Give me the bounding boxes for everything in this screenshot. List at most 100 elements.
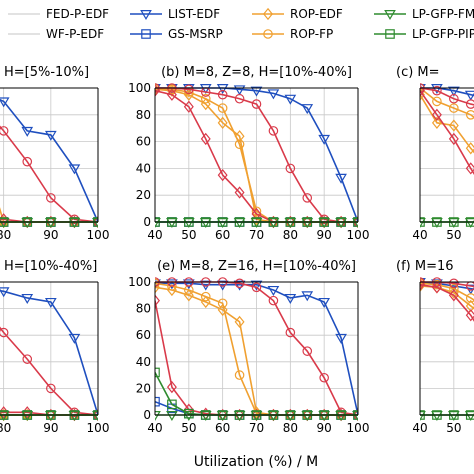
series-line [420,90,474,176]
data-point [431,281,442,294]
data-point [166,411,178,421]
data-point [448,289,459,302]
legend-marker [263,29,273,39]
y-tick-label: 60 [136,135,151,149]
data-point [22,156,33,167]
y-tick-label: 40 [136,355,151,369]
data-point [233,280,246,291]
y-tick-label: 80 [136,302,151,316]
data-point [93,215,98,229]
series-line [0,326,98,416]
x-axis-label: Utilization (%) / M [194,454,319,470]
x-tick-label: 50 [446,421,461,435]
series-line [420,282,474,301]
legend-label: LIST-EDF [168,7,220,21]
data-point [250,280,263,291]
data-point [353,215,358,229]
data-point [233,85,246,96]
series-line [420,281,474,290]
y-tick-label: 0 [143,408,151,422]
data-point [267,89,280,100]
data-point [353,408,358,422]
data-point [301,104,314,115]
legend-marker [384,10,396,20]
data-point [217,168,228,182]
series-list-edf [0,287,98,421]
panel-series [420,277,474,421]
legend-label: WF-P-EDF [46,27,104,41]
legend-marker [263,7,273,21]
data-point [44,297,57,308]
data-point [432,85,442,96]
data-point [200,291,211,302]
series-line [155,87,358,223]
data-point [431,108,442,121]
data-point [166,283,177,297]
data-point [166,279,178,290]
panel-series [0,97,98,229]
panel-title: H=[10%-40%] [4,259,97,274]
series-line [0,289,98,416]
x-tick-label: 80 [0,421,11,435]
data-point [44,130,57,141]
legend-entry-wf-p-edf: WF-P-EDF [8,27,104,41]
legend-entry-fed-p-edf: FED-P-EDF [8,7,109,21]
x-tick-label: 80 [0,228,11,242]
data-point [234,186,245,199]
panel-frame [0,87,99,223]
panel-4: 80 90 100 H=[10%-40%] [0,259,109,435]
data-point [449,93,459,104]
data-point [217,103,228,113]
data-point [21,126,34,137]
legend-label: ROP-EDF [290,7,343,21]
data-point [234,315,245,329]
series-line [0,125,98,223]
panel-frame [419,281,474,416]
y-tick-label: 100 [128,81,151,95]
legend-entry-list-edf: LIST-EDF [130,7,220,21]
panel-2: 40 50 60 70 80 90 100 0 20 40 60 80 100 (b) M=8, Z=8,… [128,65,369,242]
data-point [184,408,194,419]
data-point [449,278,459,289]
legend-entry-gs-msrp: GS-MSRP [130,27,223,41]
data-point [464,90,474,101]
data-point [268,126,279,136]
series-line [420,285,474,310]
panel-title: (e) M=8, Z=16, H=[10%-40%] [157,259,356,274]
data-point [68,333,81,344]
data-point [155,294,160,307]
data-point [432,96,442,107]
data-point [267,285,280,296]
panel-frame [0,281,99,416]
x-tick-label: 100 [347,228,370,242]
legend-marker [140,10,152,20]
data-point [46,193,56,203]
data-point [216,83,229,94]
data-point [167,399,177,410]
data-point [301,291,314,302]
data-point [284,94,297,105]
data-point [302,193,313,203]
data-point [182,411,195,421]
panel-series [0,287,98,422]
x-tick-label: 60 [215,421,230,435]
data-point [465,110,474,120]
data-point [285,163,296,174]
data-point [420,84,425,97]
y-tick-label: 20 [136,188,151,202]
legend-label: FED-P-EDF [46,7,109,21]
panel-6: 40 50 (f) M=16 [396,259,474,435]
y-tick-label: 40 [136,161,151,175]
data-point [166,88,177,101]
x-tick-label: 50 [181,228,196,242]
data-point [448,132,459,146]
series-line [420,87,474,106]
x-tick-label: 90 [43,421,58,435]
x-tick-label: 60 [215,228,230,242]
x-tick-label: 80 [283,228,298,242]
y-tick-label: 80 [136,108,151,122]
panel-title: (b) M=8, Z=8, H=[10%-40%] [161,65,352,80]
data-point [21,293,34,304]
data-point [234,139,245,150]
